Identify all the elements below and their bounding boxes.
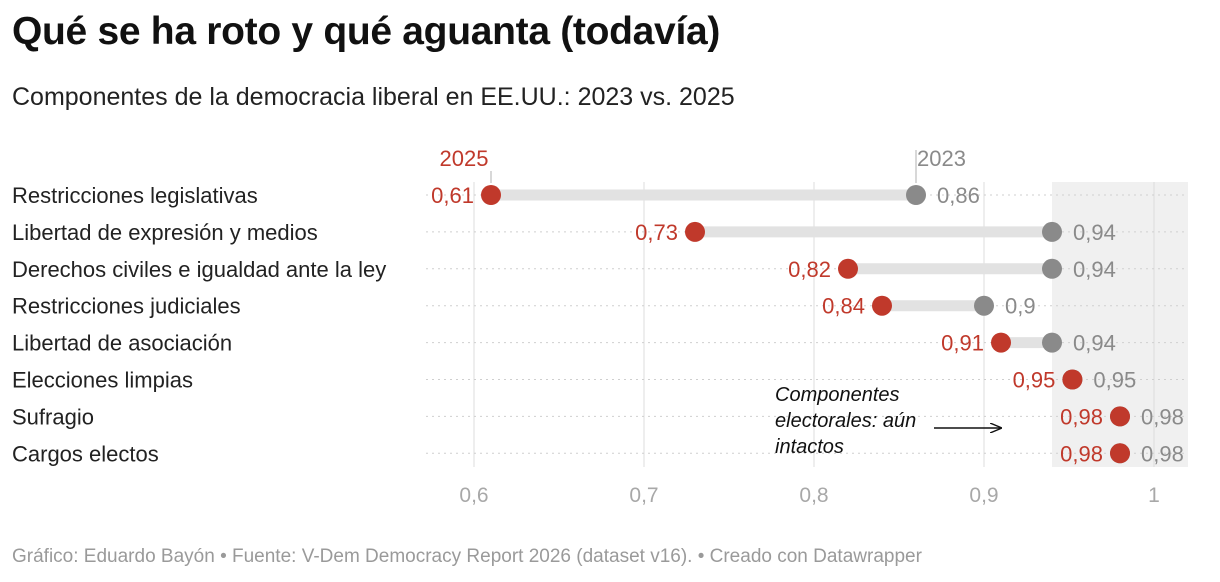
annotation-text: electorales: aún	[775, 410, 916, 432]
value-label-2023: 0,94	[1073, 220, 1116, 245]
x-tick-label: 1	[1148, 484, 1160, 507]
value-label-2023: 0,9	[1005, 294, 1036, 319]
row-label: Elecciones limpias	[12, 368, 193, 393]
value-label-2025: 0,73	[635, 220, 678, 245]
legend-label-2023: 2023	[917, 146, 966, 171]
dot-2023	[1042, 221, 1062, 242]
value-label-2023: 0,98	[1141, 441, 1184, 466]
annotation-text: intactos	[775, 436, 844, 458]
dot-2025	[481, 185, 501, 205]
value-label-2025: 0,95	[1013, 368, 1056, 393]
dot-2025	[1062, 369, 1083, 390]
chart-subtitle: Componentes de la democracia liberal en …	[12, 83, 735, 111]
value-label-2025: 0,82	[788, 257, 831, 282]
x-tick-label: 0,6	[459, 484, 488, 507]
legend-label-2025: 2025	[440, 146, 489, 171]
value-label-2023: 0,86	[937, 183, 980, 208]
value-label-2023: 0,95	[1093, 368, 1136, 393]
x-tick-label: 0,9	[969, 484, 998, 507]
x-tick-label: 0,8	[799, 484, 828, 507]
value-label-2025: 0,98	[1060, 441, 1103, 466]
dot-2023	[906, 185, 926, 205]
chart-title: Qué se ha roto y qué aguanta (todavía)	[12, 10, 721, 53]
value-label-2025: 0,98	[1060, 404, 1103, 429]
dot-2023	[974, 295, 994, 316]
value-label-2023: 0,98	[1141, 404, 1184, 429]
x-tick-label: 0,7	[629, 484, 658, 507]
dot-2025	[838, 258, 858, 279]
row-label: Restricciones judiciales	[12, 294, 241, 319]
dot-2023	[1042, 332, 1062, 353]
value-label-2023: 0,94	[1073, 331, 1116, 356]
dumbbell-chart: 0,6 0,7 0,8 0,9 1 Restricciones legislativas…	[12, 146, 1188, 507]
dot-2023	[1042, 258, 1062, 279]
row-label: Derechos civiles e igualdad ante la ley	[12, 257, 386, 282]
dot-2025	[1110, 406, 1130, 427]
value-label-2025: 0,91	[941, 331, 984, 356]
value-label-2023: 0,94	[1073, 257, 1116, 282]
row-label: Cargos electos	[12, 441, 159, 466]
chart-footer: Gráfico: Eduardo Bayón • Fuente: V-Dem D…	[12, 546, 922, 567]
annotation-text: Componentes	[775, 384, 900, 406]
dot-2025	[1110, 443, 1130, 464]
dot-2025	[685, 221, 705, 242]
dot-2025	[991, 332, 1011, 353]
dot-2025	[872, 295, 892, 316]
row-label: Libertad de asociación	[12, 331, 232, 356]
row-label: Restricciones legislativas	[12, 183, 258, 208]
value-label-2025: 0,84	[822, 294, 865, 319]
value-label-2025: 0,61	[431, 183, 474, 208]
row-label: Libertad de expresión y medios	[12, 220, 318, 245]
row-label: Sufragio	[12, 404, 94, 429]
